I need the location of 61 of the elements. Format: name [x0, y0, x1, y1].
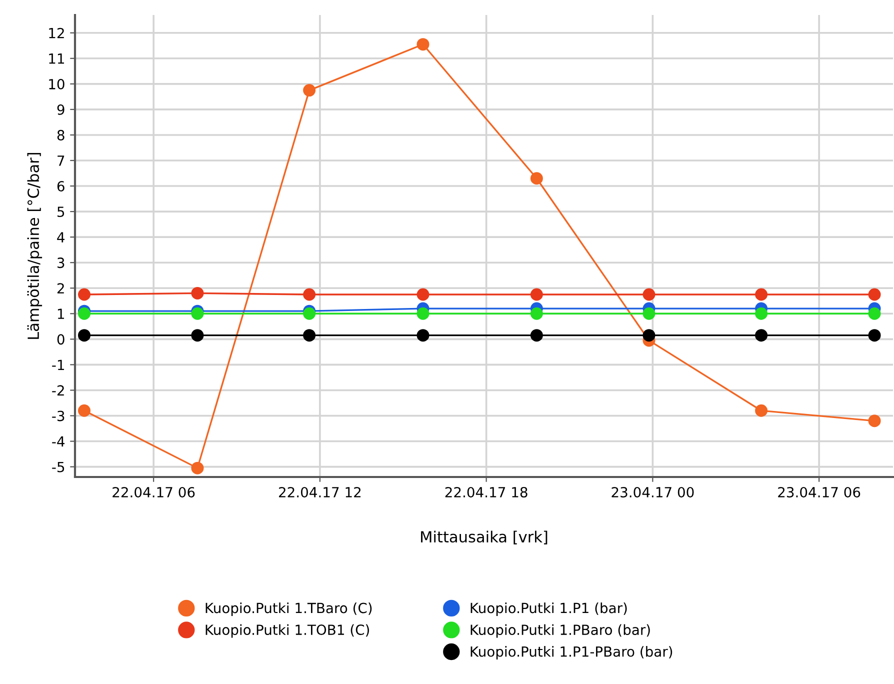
- y-tick-label: 5: [58, 206, 64, 218]
- point: [868, 288, 881, 301]
- legend-label: Kuopio.Putki 1.PBaro (bar): [470, 624, 650, 638]
- y-tick-label: 10: [49, 78, 64, 90]
- point: [868, 329, 881, 342]
- y-tick-label: 12: [49, 28, 64, 38]
- point: [191, 462, 204, 474]
- point: [530, 307, 543, 320]
- point: [530, 288, 543, 301]
- y-tick-label: 11: [49, 54, 64, 64]
- point: [642, 329, 656, 342]
- x-tick-label: 22.04.17 06: [112, 486, 195, 498]
- point: [868, 307, 881, 320]
- legend-label: Kuopio.Putki 1.TOB1 (C): [206, 624, 369, 638]
- y-tick-label: 0: [57, 334, 64, 345]
- y-tick-label: -5: [52, 462, 64, 472]
- point: [303, 84, 316, 97]
- y-tick-label: 1: [58, 308, 64, 319]
- point: [755, 288, 768, 301]
- y-tick-label: -3: [52, 410, 64, 422]
- y-tick-label: 4: [57, 232, 64, 242]
- point: [642, 288, 656, 301]
- point: [78, 307, 90, 320]
- point: [78, 329, 90, 342]
- point: [416, 38, 430, 51]
- x-tick-label: 23.04.17 06: [778, 486, 860, 498]
- point: [303, 329, 316, 342]
- point: [755, 307, 768, 320]
- y-tick-label: -1: [52, 360, 64, 370]
- point: [416, 329, 430, 342]
- point: [530, 329, 543, 342]
- point: [78, 288, 90, 301]
- y-axis-title: Lämpötila/paine [°C/bar]: [27, 152, 42, 339]
- y-tick-label: 7: [58, 156, 64, 166]
- x-tick-label: 22.04.17 18: [445, 486, 528, 498]
- y-tick-label: 2: [57, 283, 64, 294]
- legend-label: Kuopio.Putki 1.P1-PBaro (bar): [470, 646, 672, 660]
- y-tick-label: 8: [57, 130, 64, 140]
- point: [191, 307, 204, 320]
- x-axis-title: Mittausaika [vrk]: [421, 530, 548, 544]
- legend-label: Kuopio.Putki 1.P1 (bar): [470, 602, 627, 616]
- point: [755, 329, 768, 342]
- point: [755, 404, 768, 417]
- point: [530, 172, 543, 185]
- y-tick-label: -4: [52, 436, 64, 447]
- y-tick-label: 6: [57, 180, 64, 192]
- y-tick-label: -2: [52, 385, 64, 396]
- legend-label: Kuopio.Putki 1.TBaro (C): [206, 602, 372, 616]
- point: [303, 307, 316, 320]
- x-tick-label: 23.04.17 00: [612, 486, 694, 498]
- point: [191, 329, 204, 342]
- point: [416, 307, 430, 320]
- x-tick-label: 22.04.17 12: [278, 486, 361, 498]
- point: [303, 288, 316, 301]
- point: [642, 307, 656, 320]
- point: [191, 286, 204, 300]
- point: [416, 288, 430, 301]
- y-tick-label: 9: [57, 104, 64, 115]
- point: [868, 414, 881, 428]
- point: [78, 404, 90, 417]
- y-tick-label: 3: [58, 258, 64, 268]
